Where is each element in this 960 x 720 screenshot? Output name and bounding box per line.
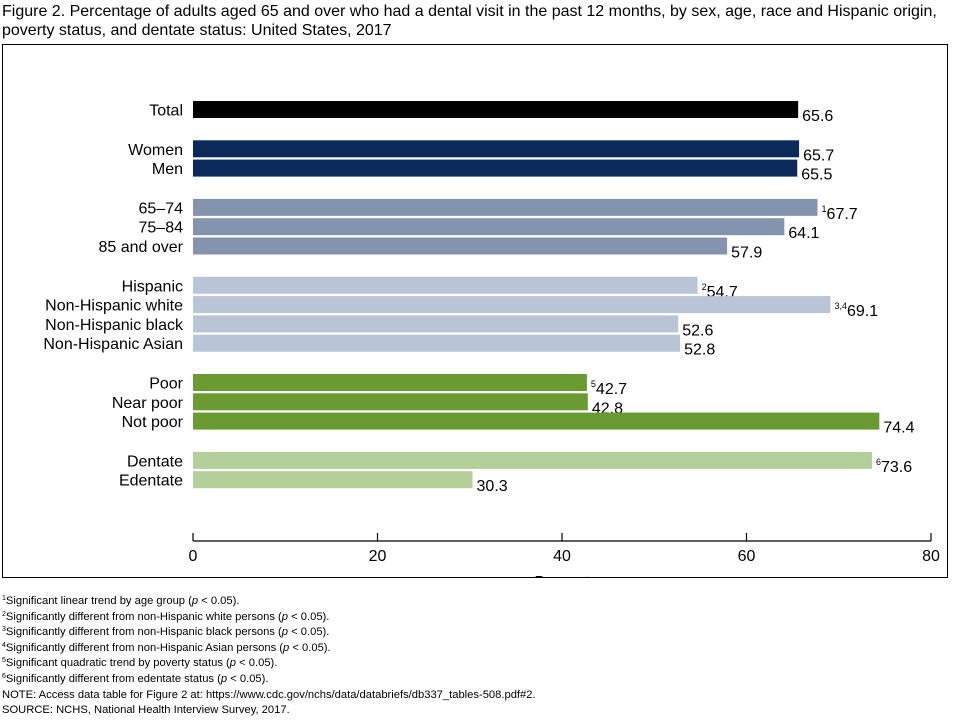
footnotes: 1Significant linear trend by age group (…	[2, 594, 952, 688]
footnote-ref: 5	[591, 379, 596, 389]
bar-chart: Total 65.6 Women 65.7 Men 65.5 65–74 167.7 75–84…	[43, 101, 940, 577]
category-label: Men	[152, 161, 183, 178]
value-label: 542.7	[591, 379, 627, 398]
bar-dentate	[193, 451, 872, 469]
footnote-ref: 2	[702, 282, 707, 292]
category-label: Non-Hispanic white	[45, 298, 183, 315]
category-label: 85 and over	[98, 239, 183, 256]
category-label: Total	[149, 103, 183, 120]
x-tick-label: 80	[922, 548, 940, 565]
x-tick-label: 0	[189, 548, 198, 565]
category-label: 75–84	[139, 220, 184, 237]
value-text: 52.6	[682, 322, 713, 339]
chart-frame: Total 65.6 Women 65.7 Men 65.5 65–74 167.7 75–84…	[2, 44, 948, 578]
value-text: 65.6	[802, 108, 833, 125]
value-label: 52.8	[684, 342, 715, 359]
bar-not-poor	[193, 412, 880, 430]
x-tick-label: 40	[553, 548, 571, 565]
x-tick-label: 60	[738, 548, 756, 565]
value-label: 65.7	[803, 147, 834, 164]
bar-non-hispanic-asian	[193, 334, 681, 352]
footnote-2: 2Significantly different from non-Hispan…	[2, 610, 330, 623]
bar-poor	[193, 374, 587, 391]
value-text: 52.8	[684, 342, 715, 359]
notes-section: 1Significant linear trend by age group (…	[2, 594, 952, 719]
footnote-marker: 3	[2, 626, 6, 634]
value-text: 69.1	[847, 303, 878, 320]
category-label: Not poor	[122, 414, 184, 431]
category-label: Women	[128, 142, 183, 159]
footnote-3: 3Significantly different from non-Hispan…	[2, 626, 330, 639]
footnote-1: 1Significant linear trend by age group (…	[2, 595, 240, 607]
category-label: 65–74	[139, 200, 184, 217]
value-label: 57.9	[731, 245, 762, 262]
value-label: 30.3	[477, 478, 508, 495]
bar-hispanic	[193, 276, 698, 294]
value-label: 3,469.1	[834, 301, 878, 320]
footnote-ref: 6	[876, 457, 881, 467]
footnote-marker: 5	[2, 657, 6, 665]
bar-75-84	[193, 218, 785, 236]
value-label: 65.5	[801, 167, 832, 184]
figure-title: Figure 2. Percentage of adults aged 65 a…	[2, 3, 937, 39]
category-label: Near poor	[112, 395, 184, 412]
footnote-marker: 1	[2, 595, 6, 602]
bar-near-poor	[193, 393, 588, 411]
value-text: 73.6	[881, 459, 912, 476]
footnote-6: 6Significantly different from edentate s…	[2, 672, 269, 685]
footnote-marker: 4	[2, 641, 6, 649]
bar-women	[193, 140, 800, 158]
value-text: 67.7	[827, 206, 858, 223]
value-text: 64.1	[788, 225, 819, 242]
value-text: 42.7	[596, 381, 627, 398]
footnote-ref: 3,4	[834, 301, 847, 311]
value-text: 30.3	[477, 478, 508, 495]
value-label: 65.6	[802, 108, 833, 125]
value-label: 74.4	[883, 420, 914, 437]
bar-non-hispanic-white	[193, 296, 831, 314]
bar-total	[193, 101, 799, 118]
value-text: 57.9	[731, 245, 762, 262]
bar-65-74	[193, 198, 818, 216]
x-tick-label: 20	[369, 548, 387, 565]
value-text: 65.7	[803, 147, 834, 164]
category-label: Edentate	[119, 473, 183, 490]
x-axis-title: Percent	[534, 574, 590, 577]
category-label: Dentate	[127, 453, 183, 470]
value-label: 167.7	[822, 204, 858, 223]
bar-85-and-over	[193, 237, 728, 255]
value-text: 65.5	[801, 167, 832, 184]
category-label: Hispanic	[122, 278, 183, 295]
category-label: Non-Hispanic Asian	[43, 336, 183, 353]
footnote-5: 5Significant quadratic trend by poverty …	[2, 657, 278, 670]
bar-non-hispanic-black	[193, 315, 679, 333]
value-label: 673.6	[876, 457, 912, 476]
value-text: 74.4	[883, 420, 914, 437]
footnote-4: 4Significantly different from non-Hispan…	[2, 641, 331, 654]
footnote-ref: 1	[822, 204, 827, 214]
footnote-marker: 6	[2, 672, 6, 680]
value-label: 52.6	[682, 322, 713, 339]
note-text: NOTE: Access data table for Figure 2 at:…	[2, 688, 536, 701]
category-label: Poor	[149, 376, 183, 393]
bar-men	[193, 159, 798, 177]
category-label: Non-Hispanic black	[45, 317, 184, 334]
bar-edentate	[193, 471, 473, 489]
value-label: 64.1	[788, 225, 819, 242]
footnote-marker: 2	[2, 610, 6, 618]
source-text: SOURCE: NCHS, National Health Interview …	[2, 704, 290, 717]
